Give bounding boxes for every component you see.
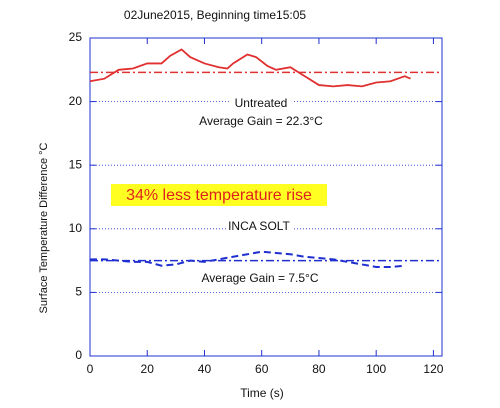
y-tick-label: 0 (75, 348, 82, 362)
highlight (111, 184, 327, 206)
x-axis-label: Time (s) (240, 386, 284, 400)
y-tick-label: 25 (69, 30, 83, 44)
x-tick-label: 40 (198, 362, 212, 376)
x-tick-label: 60 (255, 362, 269, 376)
series-label: INCA SOLT (228, 219, 290, 233)
x-tick-label: 20 (141, 362, 155, 376)
x-tick-label: 0 (87, 362, 94, 376)
x-tick-label: 80 (312, 362, 326, 376)
chart-title: 02June2015, Beginning time15:05 (124, 8, 306, 22)
x-tick-label: 120 (423, 362, 443, 376)
annotation: 34% less temperature rise (126, 187, 312, 204)
annotation: Average Gain = 7.5°C (202, 271, 319, 285)
y-axis-label: Surface Temperature Difference °C (38, 142, 50, 313)
x-tick-label: 100 (366, 362, 386, 376)
label-bg (226, 220, 292, 234)
y-tick-label: 5 (75, 285, 82, 299)
series-label: Untreated (235, 96, 288, 110)
annotation: Average Gain = 22.3°C (199, 114, 323, 128)
plot-frame (89, 37, 443, 357)
series-line (90, 250, 405, 268)
series-line (89, 48, 411, 88)
label-bg (229, 97, 293, 111)
y-tick-label: 20 (69, 94, 83, 108)
y-tick-label: 10 (69, 221, 83, 235)
y-tick-label: 15 (69, 157, 83, 171)
